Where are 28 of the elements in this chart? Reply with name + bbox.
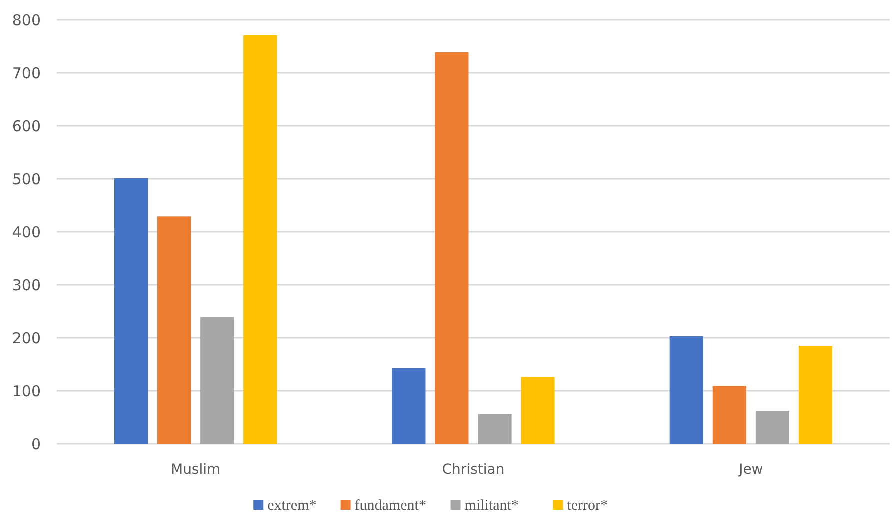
bar (244, 35, 278, 444)
y-tick-label: 500 (12, 170, 41, 188)
bar (712, 386, 746, 444)
bar (200, 317, 234, 444)
y-tick-label: 300 (12, 276, 41, 294)
y-tick-label: 200 (12, 329, 41, 348)
x-tick-label: Christian (442, 462, 505, 478)
legend-label: extrem* (268, 498, 317, 514)
legend-label: militant* (464, 498, 519, 514)
bar (435, 52, 469, 444)
bar (158, 216, 192, 444)
y-tick-label: 700 (12, 64, 41, 82)
bar (798, 346, 833, 444)
y-tick-label: 400 (12, 223, 41, 242)
y-tick-label: 600 (12, 117, 41, 136)
bar (521, 377, 555, 444)
y-tick-label: 0 (31, 435, 41, 454)
bar (114, 178, 148, 444)
y-tick-label: 800 (12, 11, 41, 30)
y-tick-label: 100 (12, 382, 41, 400)
bar (670, 336, 704, 444)
legend-label: fundament* (354, 498, 426, 514)
bar (756, 411, 790, 444)
bar (478, 414, 512, 444)
bar (392, 368, 426, 444)
x-tick-label: Muslim (170, 462, 221, 478)
legend-label: terror* (567, 498, 608, 514)
x-tick-label: Jew (738, 462, 764, 478)
